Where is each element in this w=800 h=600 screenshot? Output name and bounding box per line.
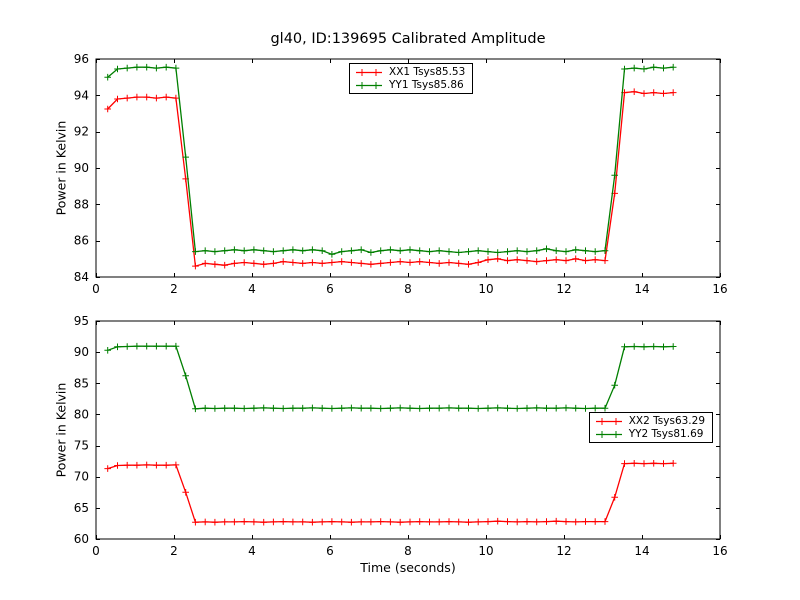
legend-top: XX1 Tsys85.53 YY1 Tsys85.86 <box>349 63 474 94</box>
y-tick-label: 85 <box>74 376 89 390</box>
y-tick-label: 65 <box>74 501 89 515</box>
y-tick-label: 80 <box>74 407 89 421</box>
legend-entry-yy1: YY1 Tsys85.86 <box>355 79 465 91</box>
legend-label-yy2: YY2 Tsys81.69 <box>628 428 704 440</box>
legend-entry-xx1: XX1 Tsys85.53 <box>355 66 465 78</box>
x-tick-label: 14 <box>634 544 649 558</box>
legend-sample-marker <box>372 68 380 76</box>
legend-sample-marker <box>612 430 619 438</box>
y-tick-label: 84 <box>74 270 89 284</box>
axes-bottom: 0 2 4 6 8 10 12 14 16 60 65 70 75 80 85 90 95 <box>74 314 728 558</box>
legend-sample-marker <box>598 430 605 438</box>
y-tick-label: 88 <box>74 197 89 211</box>
legend-line-sample-yy1 <box>356 81 382 89</box>
x-tick-label: 6 <box>326 282 334 296</box>
legend-label-xx2: XX2 Tsys63.29 <box>628 415 705 427</box>
y-tick-label: 90 <box>74 161 89 175</box>
x-tick-label: 16 <box>712 544 727 558</box>
x-tick-label: 8 <box>404 544 412 558</box>
x-tick-label: 16 <box>712 282 727 296</box>
y-tick-label: 70 <box>74 470 89 484</box>
series-line-xx1 <box>107 91 674 267</box>
axes-top: 0 2 4 6 8 10 12 14 16 84 86 88 90 92 94 96 <box>74 52 728 296</box>
legend-sample-marker <box>358 68 366 76</box>
series-line-xx2 <box>107 462 674 523</box>
series-line-yy1 <box>107 66 674 255</box>
x-tick-label: 2 <box>170 282 178 296</box>
x-tick-label: 4 <box>248 544 256 558</box>
y-tick-label: 90 <box>74 345 89 359</box>
legend-sample-marker <box>372 81 380 89</box>
xlabel-bottom: Time (seconds) <box>360 560 456 575</box>
legend-sample-marker <box>598 417 605 425</box>
y-tick-label: 92 <box>74 125 89 139</box>
x-tick-label: 14 <box>634 282 649 296</box>
series-markers-yy2 <box>104 342 677 413</box>
x-tick-label: 12 <box>556 282 571 296</box>
series-markers-yy1 <box>104 63 677 258</box>
x-tick-label: 8 <box>404 282 412 296</box>
figure-title: gl40, ID:139695 Calibrated Amplitude <box>270 31 546 47</box>
x-tick-label: 2 <box>170 544 178 558</box>
y-tick-label: 95 <box>74 314 89 328</box>
y-tick-label: 86 <box>74 234 89 248</box>
x-tick-label: 0 <box>92 282 100 296</box>
series-markers-xx1 <box>104 88 677 270</box>
legend-line-sample-xx1 <box>356 68 382 76</box>
legend-sample-marker <box>612 417 619 425</box>
x-tick-label: 4 <box>248 282 256 296</box>
series-markers-xx2 <box>104 460 677 526</box>
legend-line-sample-yy2 <box>595 430 622 438</box>
x-tick-label: 6 <box>326 544 334 558</box>
y-tick-label: 75 <box>74 439 89 453</box>
y-tick-label: 96 <box>74 52 89 66</box>
y-tick-label: 94 <box>74 88 89 102</box>
legend-entry-yy2: YY2 Tsys81.69 <box>595 428 705 440</box>
x-tick-label: 10 <box>478 544 493 558</box>
legend-line-sample-xx2 <box>595 417 622 425</box>
x-tick-label: 0 <box>92 544 100 558</box>
legend-bottom: XX2 Tsys63.29 YY2 Tsys81.69 <box>588 412 713 443</box>
legend-sample-marker <box>358 81 366 89</box>
legend-label-yy1: YY1 Tsys85.86 <box>389 79 464 91</box>
y-tick-label: 60 <box>74 532 89 546</box>
series-line-yy2 <box>107 345 674 410</box>
x-tick-label: 10 <box>478 282 493 296</box>
legend-entry-xx2: XX2 Tsys63.29 <box>595 415 705 427</box>
legend-label-xx1: XX1 Tsys85.53 <box>389 66 466 78</box>
x-tick-label: 12 <box>556 544 571 558</box>
